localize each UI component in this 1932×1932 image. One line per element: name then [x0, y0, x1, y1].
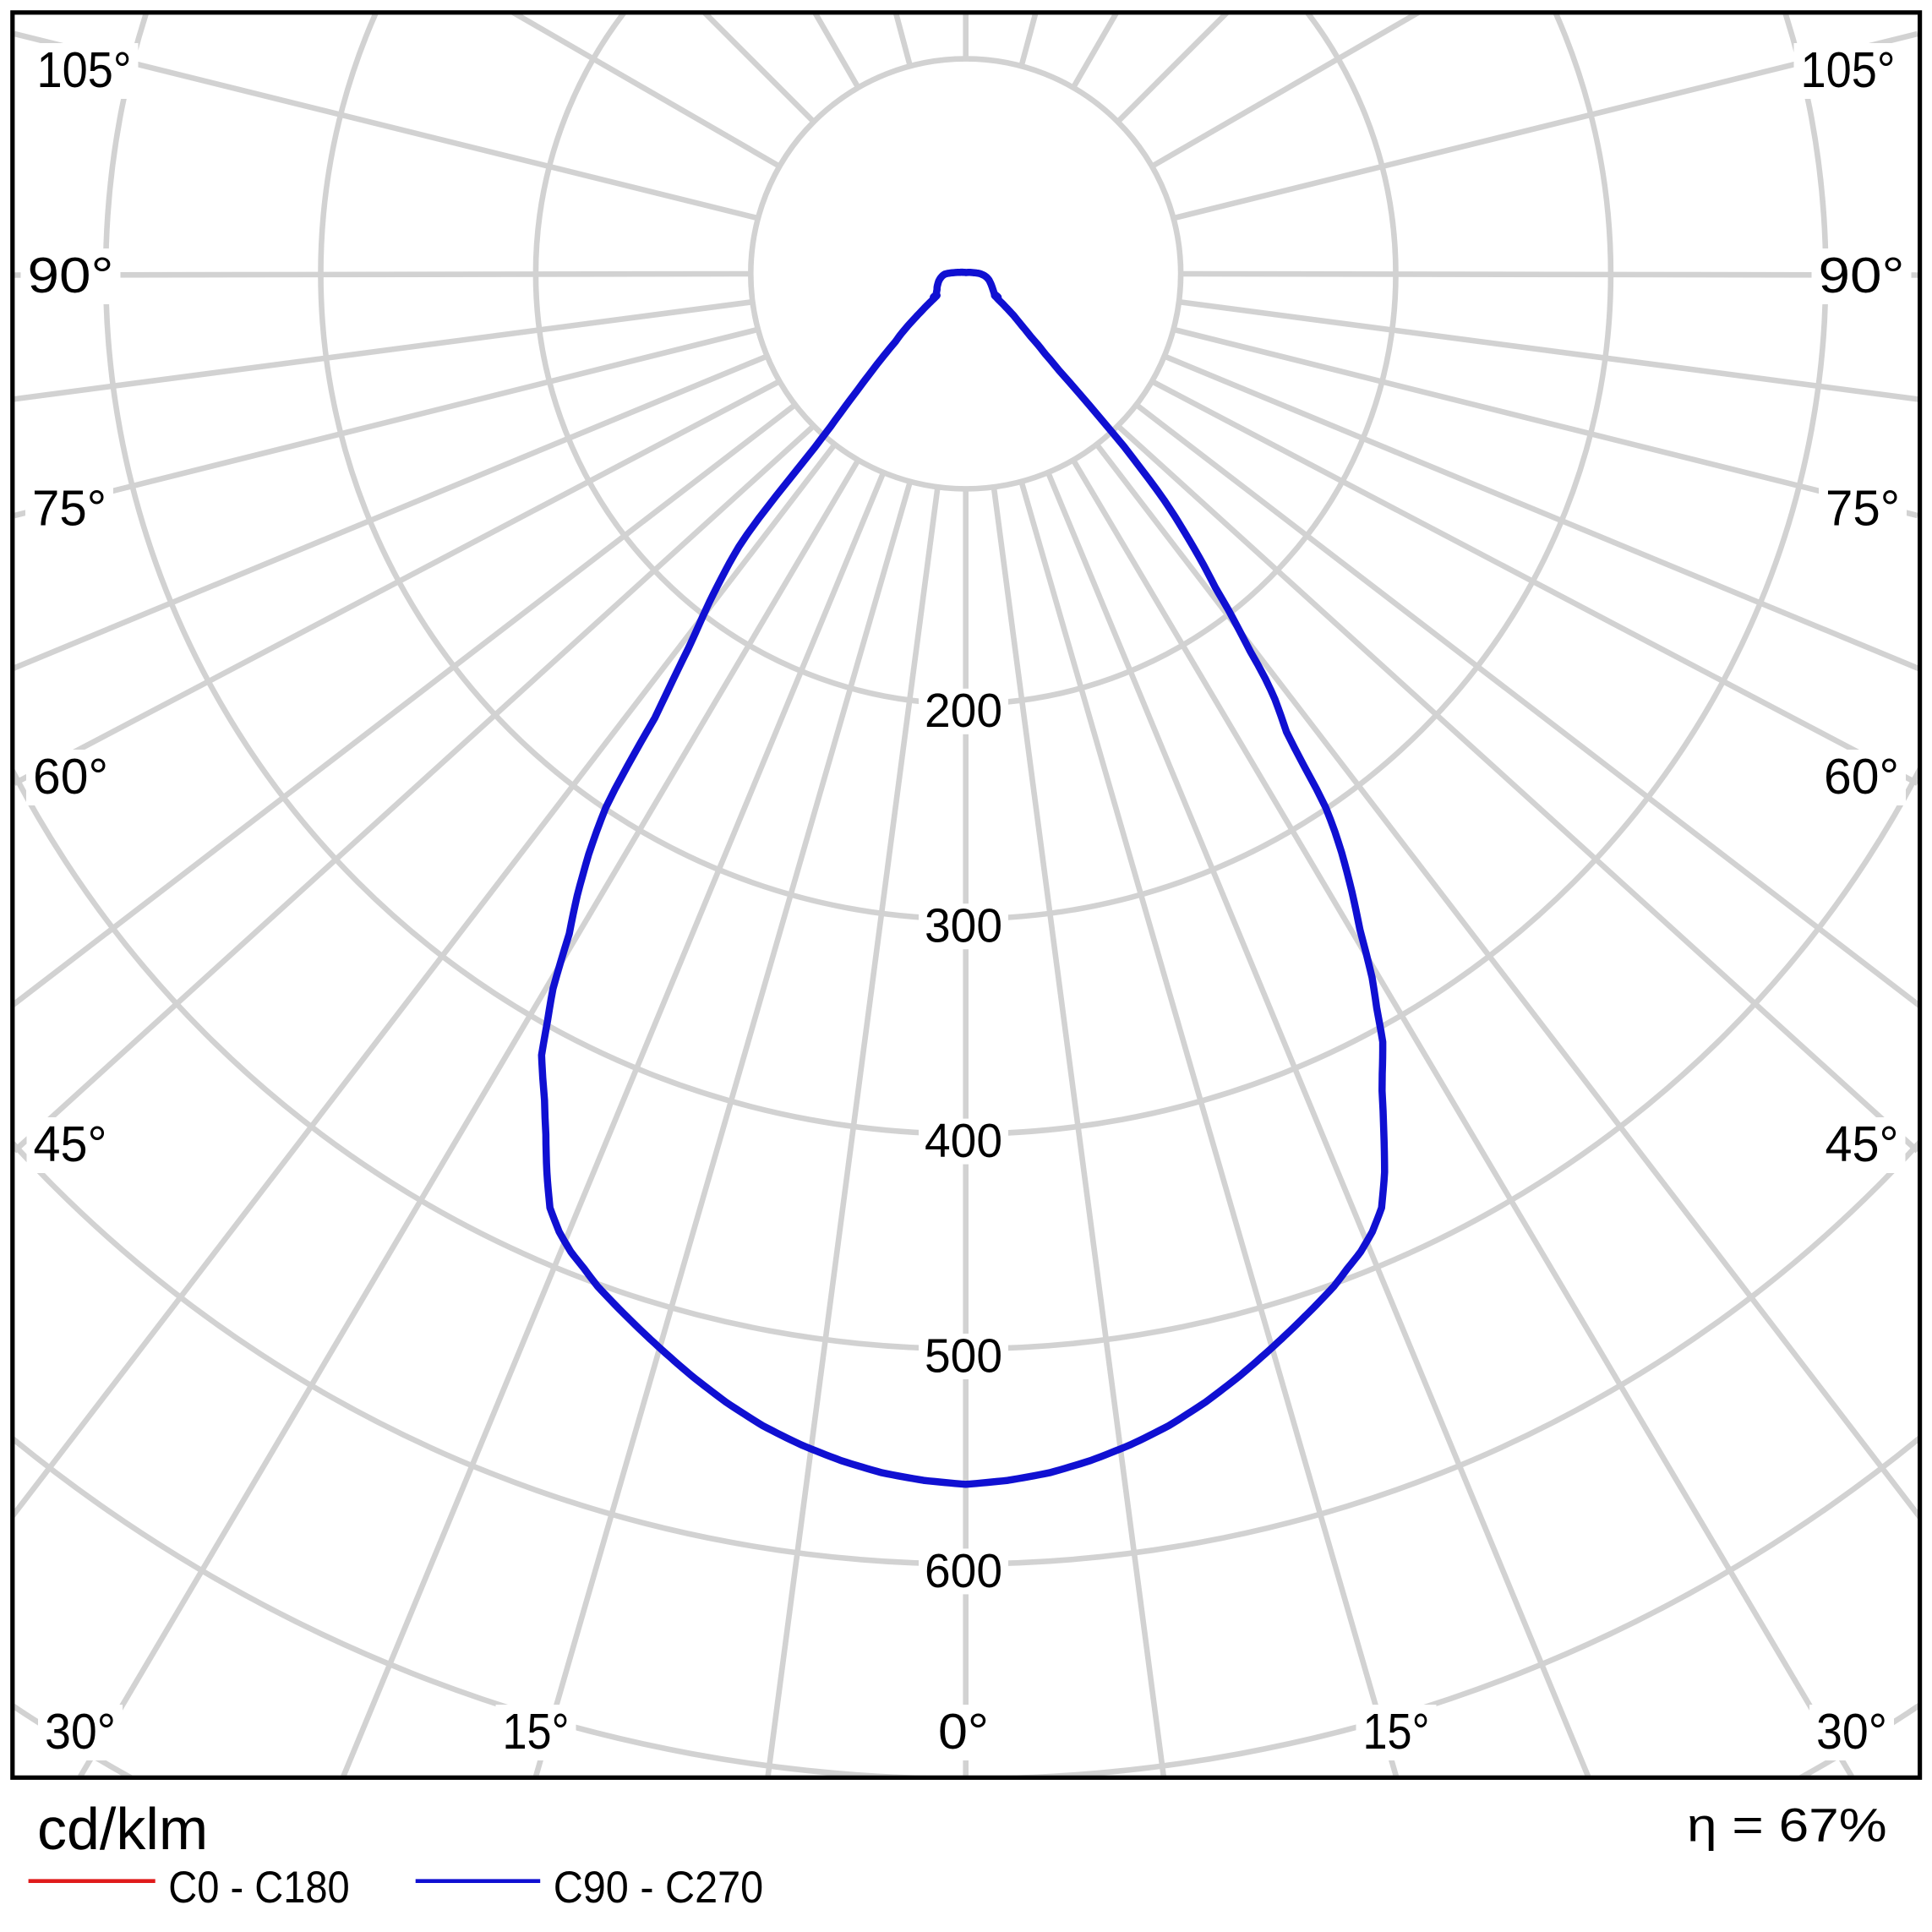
- svg-text:60°: 60°: [33, 749, 108, 805]
- svg-text:30°: 30°: [45, 1704, 116, 1760]
- svg-text:η = 67%: η = 67%: [1687, 1798, 1887, 1852]
- svg-text:105°: 105°: [37, 42, 132, 98]
- svg-text:0°: 0°: [938, 1704, 989, 1760]
- svg-text:90°: 90°: [28, 248, 114, 303]
- svg-text:cd/klm: cd/klm: [37, 1796, 208, 1862]
- svg-text:75°: 75°: [32, 481, 106, 537]
- svg-text:45°: 45°: [1826, 1116, 1899, 1172]
- svg-text:15°: 15°: [503, 1704, 570, 1760]
- svg-text:600: 600: [925, 1544, 1002, 1598]
- svg-text:105°: 105°: [1801, 42, 1896, 98]
- svg-text:300: 300: [925, 899, 1002, 953]
- svg-text:60°: 60°: [1824, 749, 1899, 805]
- svg-text:C90 - C270: C90 - C270: [554, 1863, 764, 1913]
- svg-text:C0 - C180: C0 - C180: [168, 1863, 349, 1913]
- svg-text:500: 500: [925, 1329, 1002, 1383]
- svg-text:30°: 30°: [1816, 1704, 1887, 1760]
- svg-text:15°: 15°: [1363, 1704, 1430, 1760]
- svg-text:45°: 45°: [34, 1116, 107, 1172]
- svg-text:90°: 90°: [1819, 248, 1905, 303]
- svg-text:200: 200: [925, 684, 1002, 738]
- svg-text:400: 400: [925, 1114, 1002, 1168]
- svg-text:75°: 75°: [1826, 481, 1900, 537]
